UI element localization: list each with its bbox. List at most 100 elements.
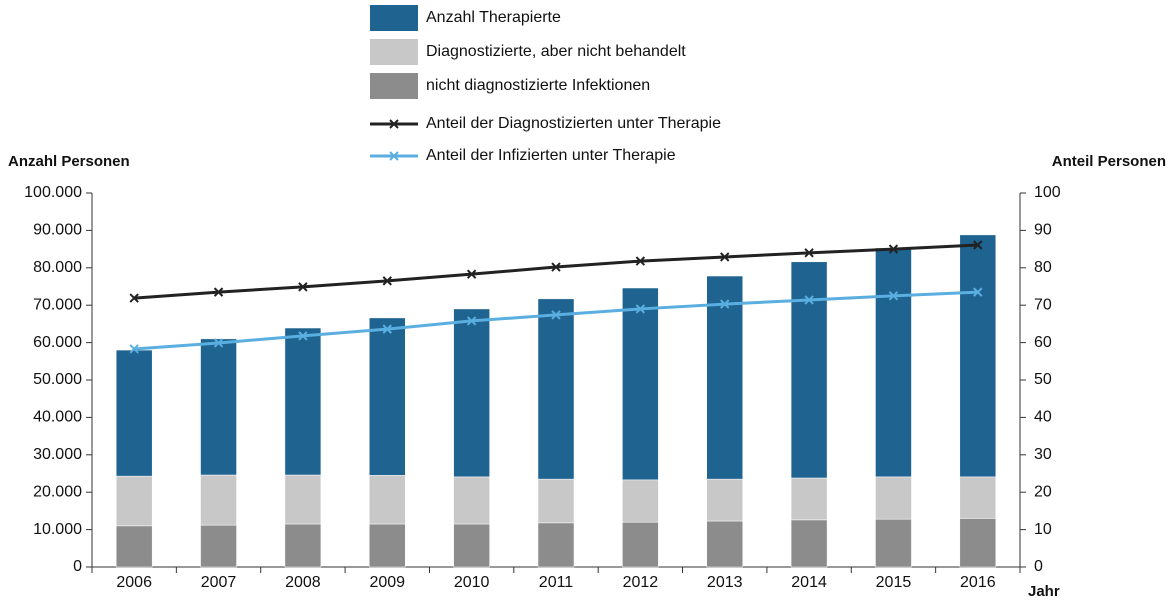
- bar: [537, 478, 575, 524]
- line-marker: [466, 269, 477, 279]
- legend-label: nicht diagnostizierte Infektionen: [426, 77, 650, 94]
- bar: [115, 349, 153, 477]
- x-tick-label: 2008: [285, 574, 321, 591]
- line-marker: [382, 276, 392, 286]
- bar: [706, 478, 743, 522]
- legend-label: Anteil der Diagnostizierten unter Therap…: [426, 115, 721, 132]
- line-marker: [213, 287, 224, 297]
- line-marker: [973, 287, 983, 297]
- bar: [959, 476, 997, 519]
- line-marker: [129, 344, 139, 354]
- bar: [622, 479, 659, 523]
- bar: [284, 523, 322, 568]
- y2-tick-label: 60: [1034, 334, 1052, 351]
- x-tick-label: 2009: [369, 574, 405, 591]
- line-marker: [804, 248, 814, 258]
- y-tick-label: 30.000: [33, 446, 82, 463]
- line-marker: [888, 291, 899, 301]
- bar: [115, 525, 153, 568]
- y2-tick-label: 10: [1034, 521, 1052, 538]
- y2-tick-label: 90: [1034, 222, 1052, 239]
- y-tick-label: 20.000: [33, 483, 82, 500]
- bar: [200, 338, 237, 476]
- x-tick-label: 2010: [454, 574, 490, 591]
- bar: [875, 518, 912, 568]
- line-marker: [804, 295, 814, 305]
- legend-label: Anzahl Therapierte: [426, 9, 561, 26]
- y-tick-label: 80.000: [33, 259, 82, 276]
- y2-tick-label: 80: [1034, 259, 1052, 276]
- line-marker: [973, 240, 983, 250]
- line-marker: [129, 293, 139, 303]
- legend-swatch: [370, 5, 418, 31]
- y2-tick-label: 20: [1034, 483, 1052, 500]
- y2-tick-label: 0: [1034, 558, 1043, 575]
- bar: [453, 523, 490, 568]
- y-tick-label: 40.000: [33, 409, 82, 426]
- y2-tick-label: 70: [1034, 296, 1052, 313]
- x-tick-label: 2012: [623, 574, 659, 591]
- bar: [284, 327, 322, 476]
- line-marker: [635, 304, 646, 314]
- legend-marker: [389, 119, 399, 129]
- bar: [706, 275, 743, 480]
- line-marker: [720, 252, 730, 262]
- x-tick-label: 2011: [539, 574, 574, 591]
- bar: [369, 317, 406, 476]
- y-tick-label: 10.000: [33, 521, 82, 538]
- bar: [284, 474, 322, 525]
- y2-tick-label: 40: [1034, 409, 1052, 426]
- bar: [875, 247, 912, 478]
- bar: [875, 476, 912, 520]
- bar: [537, 522, 575, 568]
- bar: [959, 234, 997, 478]
- x-tick-label: 2016: [960, 574, 996, 591]
- line-marker: [720, 299, 730, 309]
- y2-tick-label: 50: [1034, 371, 1052, 388]
- line-marker: [213, 338, 224, 348]
- bar: [622, 521, 659, 568]
- x-tick-label: 2013: [707, 574, 743, 591]
- bar: [115, 475, 153, 527]
- bar: [959, 518, 997, 568]
- x-tick-label: 2014: [791, 574, 827, 591]
- x-axis-label: Jahr: [1028, 583, 1060, 600]
- y-tick-label: 70.000: [33, 296, 82, 313]
- y2-axis-label: Anteil Personen: [1052, 153, 1166, 170]
- bar: [537, 298, 575, 480]
- legend-label: Anteil der Infizierten unter Therapie: [426, 147, 676, 164]
- y-tick-label: 100.000: [24, 184, 82, 201]
- bar: [622, 287, 659, 481]
- line-marker: [382, 324, 392, 334]
- x-tick-label: 2006: [116, 574, 152, 591]
- line-marker: [466, 316, 477, 326]
- x-tick-label: 2007: [201, 574, 237, 591]
- bar: [453, 308, 490, 478]
- legend-swatch: [370, 73, 418, 99]
- bar: [453, 476, 490, 525]
- y-tick-label: 90.000: [33, 222, 82, 239]
- line: [134, 243, 978, 300]
- legend-marker: [389, 151, 399, 161]
- line-marker: [551, 262, 561, 272]
- x-tick-label: 2015: [876, 574, 912, 591]
- y-tick-label: 60.000: [33, 334, 82, 351]
- y2-tick-label: 100: [1034, 184, 1061, 201]
- line-marker: [635, 256, 646, 266]
- bar: [790, 477, 828, 521]
- line-marker: [888, 244, 899, 254]
- y-tick-label: 50.000: [33, 371, 82, 388]
- line-marker: [551, 310, 561, 320]
- y2-tick-label: 30: [1034, 446, 1052, 463]
- legend-label: Diagnostizierte, aber nicht behandelt: [426, 43, 686, 60]
- bar: [200, 474, 237, 526]
- bar: [706, 520, 743, 568]
- legend-swatch: [370, 39, 418, 65]
- bar: [790, 519, 828, 568]
- y-axis-label: Anzahl Personen: [8, 153, 130, 170]
- bar: [790, 261, 828, 479]
- bar: [369, 475, 406, 525]
- line-marker: [298, 331, 308, 341]
- line-marker: [298, 282, 308, 292]
